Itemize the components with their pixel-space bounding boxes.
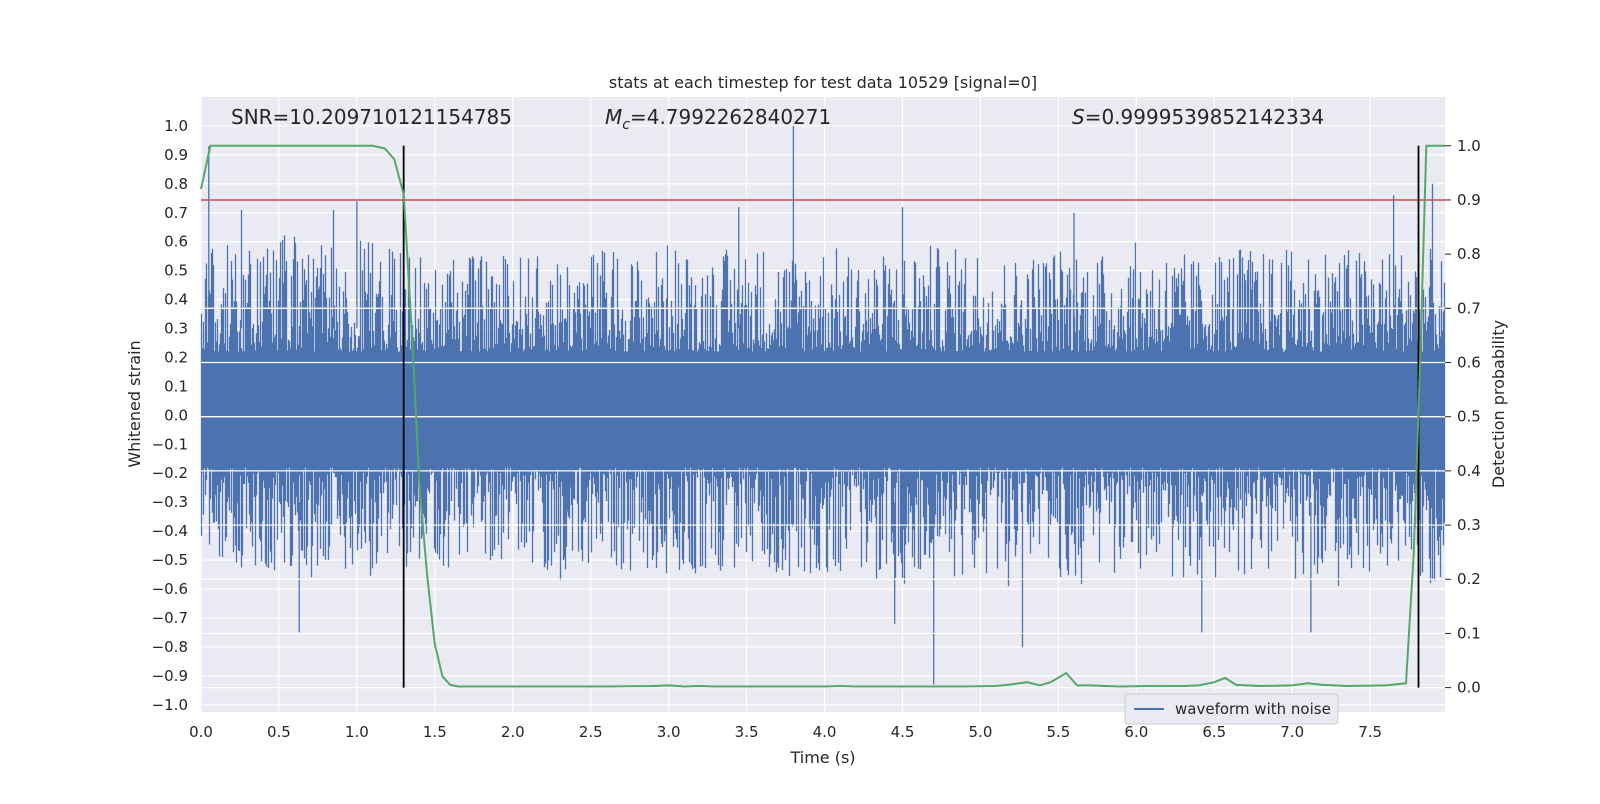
s-value: =0.9999539852142334 [1085, 105, 1324, 129]
y-tick-label: 0.4 [164, 291, 188, 309]
y-tick-label: −0.5 [152, 551, 188, 569]
y-tick-label: 0.8 [164, 175, 188, 193]
x-tick-label: 1.5 [423, 723, 447, 741]
y-tick-label: −0.9 [152, 667, 188, 685]
y2-tick-label: 0.3 [1457, 516, 1481, 534]
waveform-dense-band [201, 351, 1445, 468]
y-tick-label: −0.4 [152, 522, 188, 540]
y-tick-label: 0.1 [164, 377, 188, 395]
x-tick-label: 0.5 [267, 723, 291, 741]
y-tick-label: 0.2 [164, 348, 188, 366]
y-tick-label: −0.1 [152, 435, 188, 453]
legend-label-waveform: waveform with noise [1175, 700, 1331, 718]
chirp-mass-symbol: M [605, 105, 622, 129]
probability-series [200, 144, 1445, 688]
x-tick-label: 3.0 [657, 723, 681, 741]
y-tick-label: 0.0 [164, 406, 188, 424]
y2-tick-labels: 1.0 0.9 0.8 0.7 0.6 0.5 0.4 0.3 0.2 0.1 0.0 [1445, 137, 1481, 697]
detection-probability-line [200, 144, 1445, 688]
y-tick-label: −1.0 [152, 696, 188, 714]
y-tick-label: −0.8 [152, 638, 188, 656]
x-tick-label: 6.0 [1124, 723, 1148, 741]
chirp-mass-subscript: c [622, 117, 630, 133]
y2-tick-label: 0.8 [1457, 245, 1481, 263]
s-symbol: S [1072, 105, 1085, 129]
y-tick-label: 0.6 [164, 233, 188, 251]
y2-tick-label: 0.1 [1457, 624, 1481, 642]
y-tick-labels: 1.0 0.9 0.8 0.7 0.6 0.5 0.4 0.3 0.2 0.1 0.0 −0.1 −0.… [152, 117, 188, 714]
y2-tick-label: 0.0 [1457, 679, 1481, 697]
y-tick-label: 0.3 [164, 320, 188, 338]
x-tick-label: 1.0 [345, 723, 369, 741]
y-tick-label: −0.2 [152, 464, 188, 482]
y-tick-label: 1.0 [164, 117, 188, 135]
waveform-series [200, 125, 1446, 689]
x-tick-label: 2.0 [501, 723, 525, 741]
x-tick-label: 3.5 [735, 723, 759, 741]
x-axis-label: Time (s) [789, 748, 855, 767]
x-tick-label: 4.0 [813, 723, 837, 741]
y2-tick-label: 0.2 [1457, 570, 1481, 588]
y-tick-label: −0.7 [152, 609, 188, 627]
y-tick-label: 0.5 [164, 262, 188, 280]
y2-tick-label: 0.6 [1457, 354, 1481, 372]
y-tick-label: −0.6 [152, 580, 188, 598]
x-tick-label: 5.5 [1046, 723, 1070, 741]
y-axis-label: Whitened strain [125, 340, 144, 467]
y2-tick-label: 0.4 [1457, 462, 1481, 480]
s-annotation: S=0.9999539852142334 [1072, 105, 1324, 129]
x-tick-label: 4.5 [891, 723, 915, 741]
legend: waveform with noise [1124, 693, 1339, 725]
chirp-mass-value: =4.7992262840271 [630, 105, 831, 129]
x-tick-label: 5.0 [969, 723, 993, 741]
y-tick-label: 0.9 [164, 146, 188, 164]
y2-tick-label: 0.5 [1457, 408, 1481, 426]
x-tick-label: 2.5 [579, 723, 603, 741]
x-tick-label: 0.0 [189, 723, 213, 741]
y2-tick-label: 0.9 [1457, 191, 1481, 209]
x-tick-label: 7.0 [1280, 723, 1304, 741]
y2-axis-label: Detection probability [1489, 320, 1508, 488]
x-tick-label: 7.5 [1358, 723, 1382, 741]
x-tick-label: 6.5 [1202, 723, 1226, 741]
chirp-mass-annotation: Mc=4.7992262840271 [605, 105, 831, 133]
x-tick-labels: 0.0 0.5 1.0 1.5 2.0 2.5 3.0 3.5 4.0 4.5 5.0 5.5 6.0 6… [189, 723, 1382, 741]
snr-annotation: SNR=10.209710121154785 [231, 105, 512, 129]
y-tick-label: −0.3 [152, 493, 188, 511]
y2-tick-label: 0.7 [1457, 299, 1481, 317]
legend-box [1124, 693, 1339, 725]
chart-title: stats at each timestep for test data 105… [609, 73, 1037, 92]
y2-tick-label: 1.0 [1457, 137, 1481, 155]
y-tick-label: 0.7 [164, 204, 188, 222]
